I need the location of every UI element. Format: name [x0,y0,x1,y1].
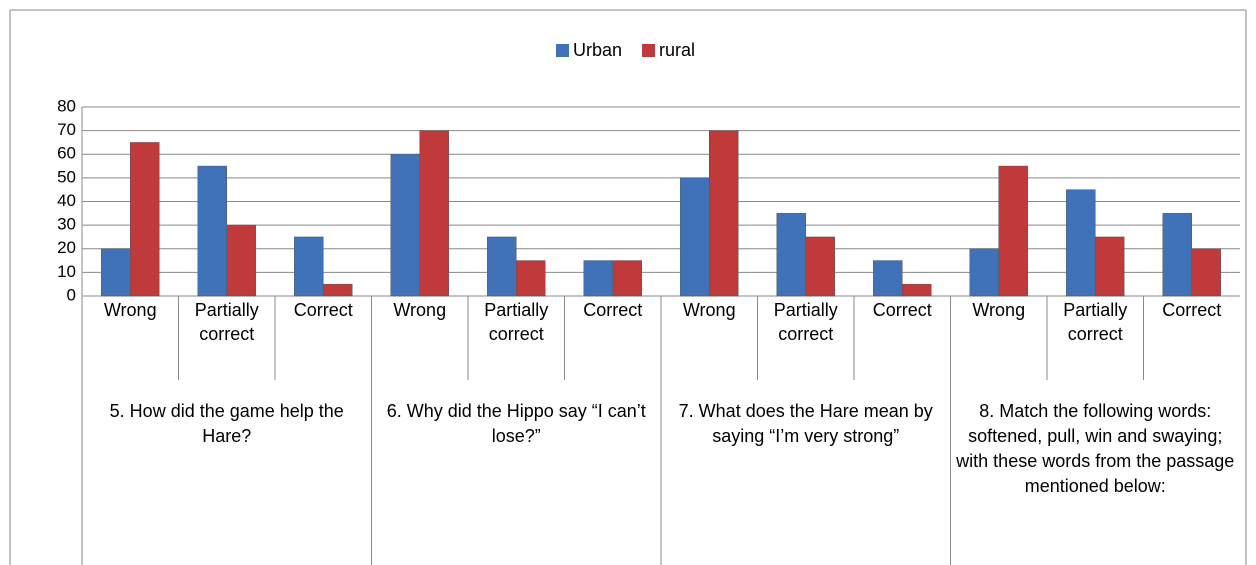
y-tick-label: 50 [57,167,76,186]
bar [101,248,131,297]
bar [709,130,739,297]
legend-label: rural [659,40,695,60]
bar [197,165,228,297]
y-tick-label: 10 [57,262,76,281]
x-tick-label: Correct [583,300,643,320]
bar [998,165,1028,297]
legend-swatch [642,44,656,57]
group-label: 5. How did the game help the Hare? [109,401,344,446]
x-tick-label: Wrong [103,300,157,320]
bar [1191,248,1221,297]
x-tick-label: Wrong [972,300,1026,320]
y-tick-label: 40 [57,191,76,210]
bar [390,154,420,297]
bar [1066,189,1096,297]
bar [902,283,932,297]
group-label: 8. Match the following words: softened, … [956,401,1235,496]
y-tick-label: 30 [57,215,76,234]
bar [805,236,835,297]
x-tick-label: Partially correct [1063,300,1128,344]
y-tick-label: 20 [57,238,76,257]
bar [612,260,642,297]
legend-label: Urban [573,40,622,60]
bar [776,213,806,297]
bar [487,236,517,297]
bar [294,236,324,297]
x-tick-label: Correct [1162,300,1222,320]
bar [873,260,903,297]
x-tick-label: Correct [293,300,353,320]
bar [1162,213,1193,297]
x-tick-label: Partially correct [484,300,549,344]
y-tick-label: 70 [57,120,76,139]
bar [419,130,449,297]
x-tick-label: Wrong [393,300,447,320]
bar [680,177,710,297]
bar [226,224,256,297]
bar [583,260,613,297]
bar [130,142,160,297]
x-tick-label: Partially correct [773,300,838,344]
y-tick-label: 60 [57,144,76,163]
x-tick-label: Wrong [682,300,736,320]
group-label: 6. Why did the Hippo say “I can’t lose?” [386,401,646,446]
bar [969,248,999,297]
bar [1095,236,1125,297]
x-tick-label: Partially correct [194,300,259,344]
bar [516,260,546,297]
y-tick-label: 0 [67,285,76,304]
y-tick-label: 80 [57,96,76,115]
x-tick-label: Correct [872,300,932,320]
legend-swatch [556,44,569,57]
bar [323,283,353,297]
group-label: 7. What does the Hare mean by saying “I’… [678,401,933,446]
